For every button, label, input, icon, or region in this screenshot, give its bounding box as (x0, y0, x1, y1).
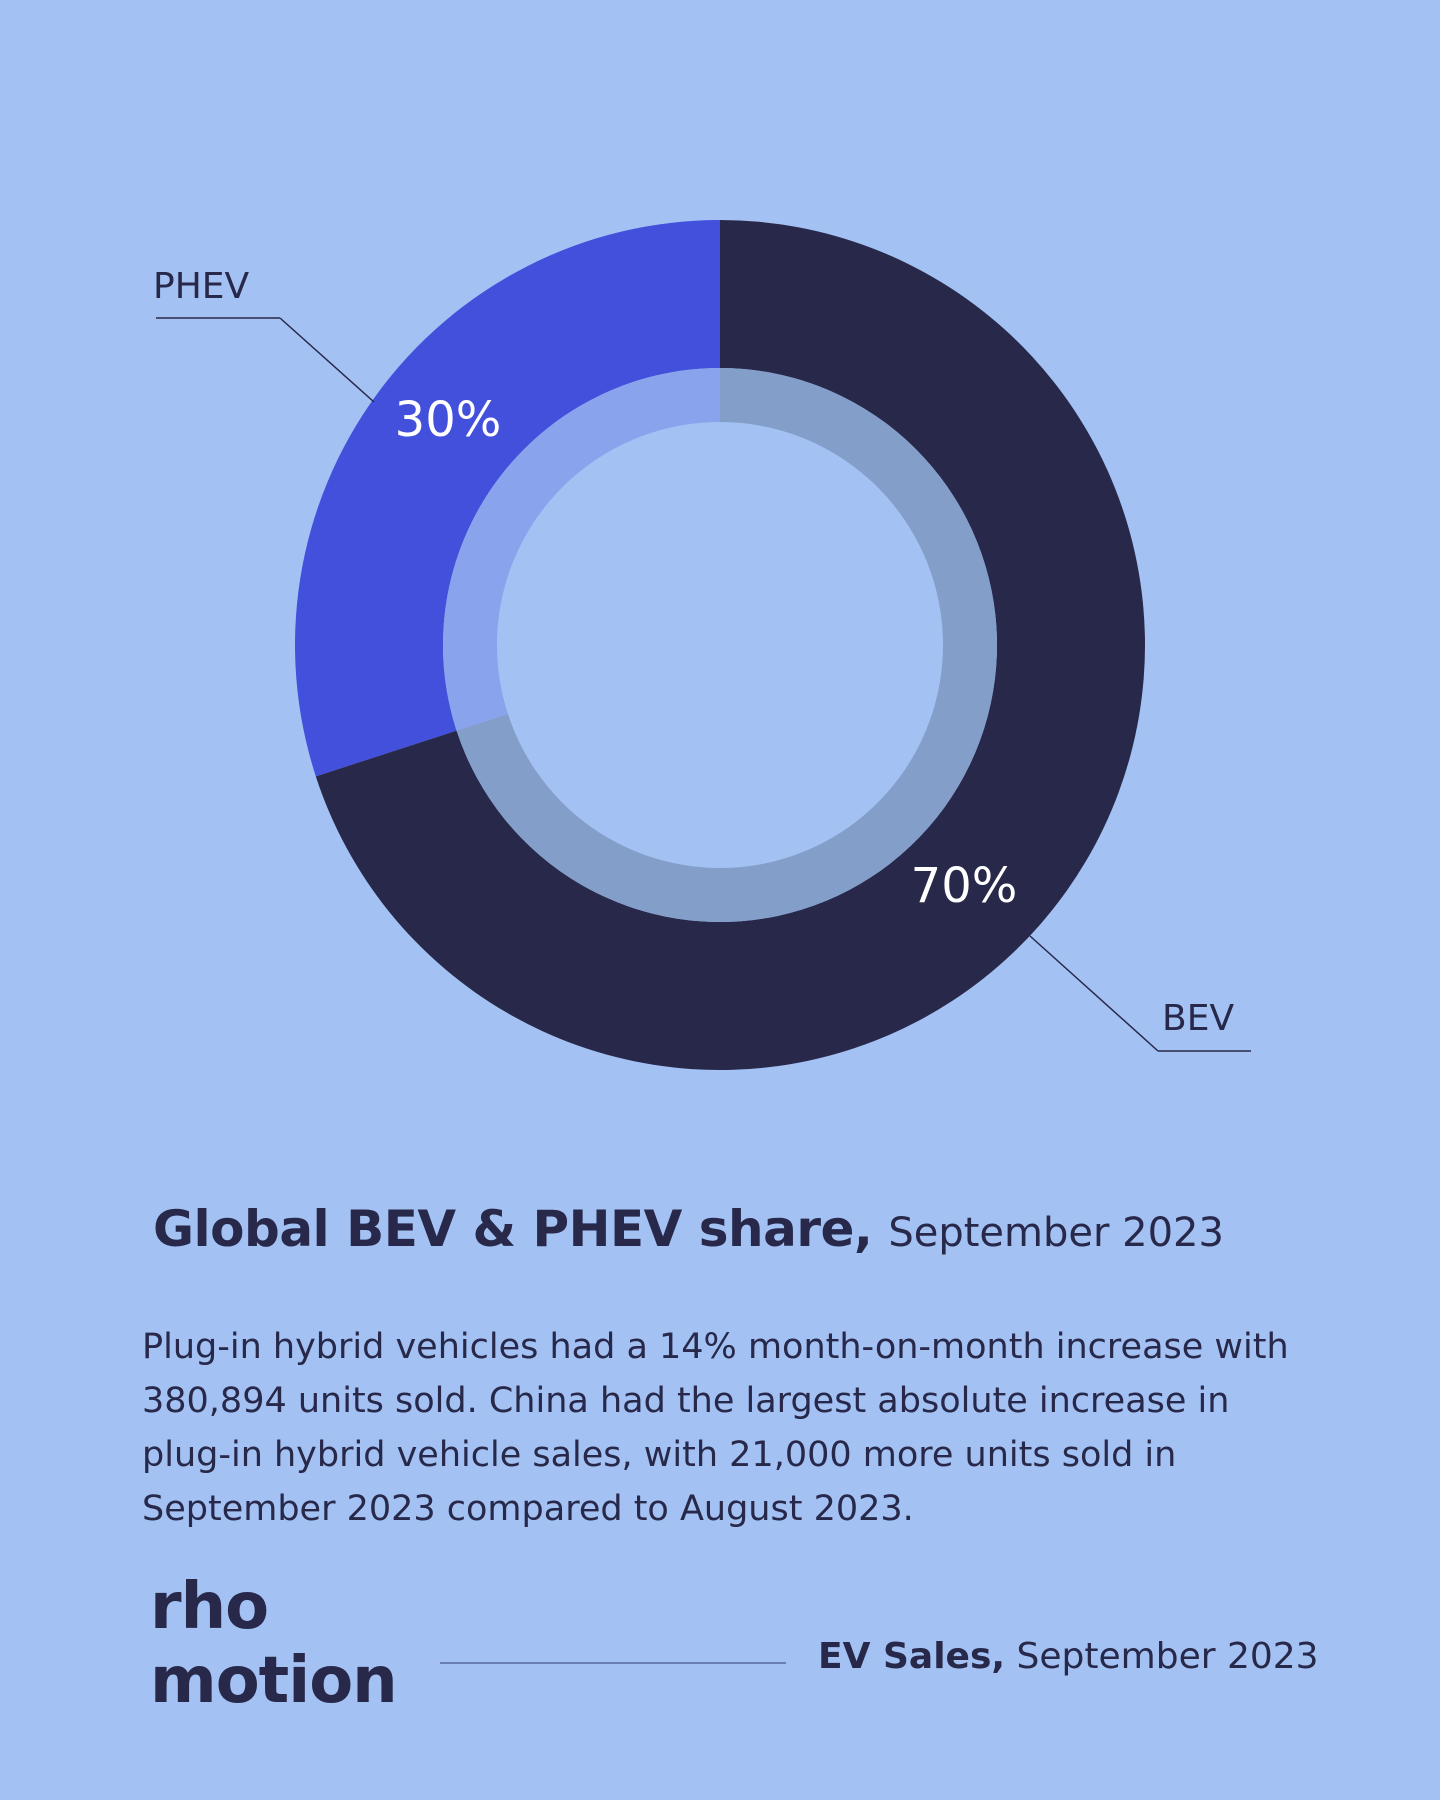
bev-percent-label: 70% (911, 858, 1018, 914)
bev-slice (315, 220, 1145, 1070)
footer-divider (440, 1662, 786, 1664)
rho-motion-logo: rho motion (150, 1570, 398, 1718)
phev-percent-label: 30% (395, 392, 502, 448)
bev-leader-line-diagonal (1029, 935, 1159, 1052)
bev-legend-label: BEV (1162, 998, 1234, 1039)
logo-line-1: rho (150, 1570, 269, 1644)
chart-title-date: September 2023 (888, 1210, 1224, 1256)
phev-leader-line-diagonal (279, 317, 375, 403)
phev-legend-label: PHEV (153, 266, 250, 307)
logo-line-2: motion (150, 1644, 398, 1718)
footer-caption: EV Sales, September 2023 (818, 1636, 1319, 1677)
chart-description: Plug-in hybrid vehicles had a 14% month-… (142, 1327, 1289, 1529)
footer-caption-date: September 2023 (1016, 1636, 1319, 1677)
chart-title: Global BEV & PHEV share, September 2023 (153, 1200, 1224, 1258)
phev-inner-ring-segment (442, 368, 720, 731)
chart-title-main: Global BEV & PHEV share, (153, 1200, 873, 1258)
phev-slice (295, 220, 720, 777)
donut-chart: PHEV BEV 30% 70% (153, 220, 1251, 1070)
footer-caption-bold: EV Sales, (818, 1636, 1006, 1677)
